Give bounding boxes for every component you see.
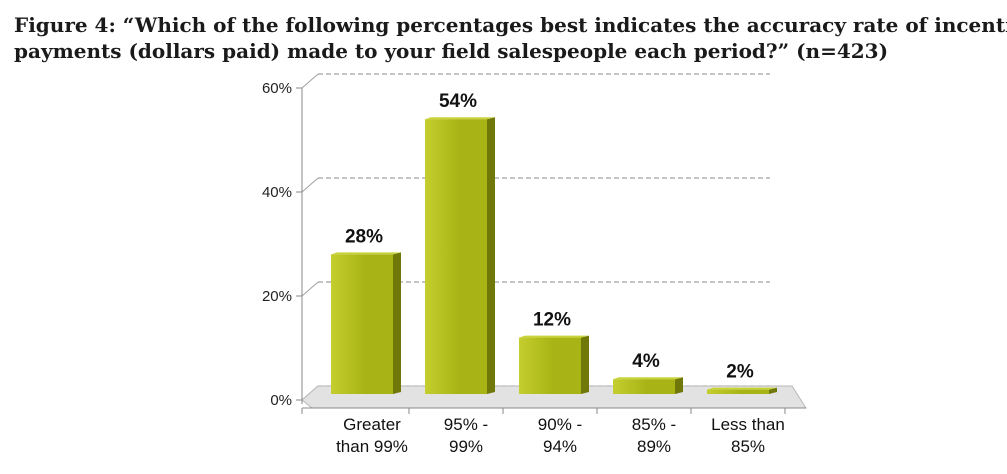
- data-label: 4%: [632, 351, 660, 372]
- bar-side: [393, 252, 401, 394]
- data-label: 54%: [439, 91, 477, 112]
- data-label: 2%: [726, 362, 754, 383]
- bar-side: [675, 377, 683, 394]
- bar-top: [707, 387, 777, 390]
- bar: [613, 379, 675, 394]
- x-tick-label: Greater: [343, 415, 401, 434]
- y-tick-label: 40%: [262, 184, 292, 201]
- figure-title-line-2: payments (dollars paid) made to your fie…: [14, 39, 889, 63]
- bar-top: [613, 377, 683, 380]
- bar: [519, 337, 581, 394]
- data-label: 28%: [345, 226, 383, 247]
- bar-side: [487, 117, 495, 394]
- x-tick-label: 85% -: [632, 415, 676, 434]
- y-tick-label: 20%: [262, 288, 292, 305]
- figure-title-line-1: Figure 4: “Which of the following percen…: [14, 13, 1007, 37]
- x-tick-label: 95% -: [444, 415, 488, 434]
- x-tick-label: than 99%: [336, 437, 408, 456]
- x-tick-label: 90% -: [538, 415, 582, 434]
- y-tick-label: 60%: [262, 80, 292, 97]
- gridline-diagonal: [301, 177, 319, 193]
- bar-top: [331, 252, 401, 255]
- bar-side: [769, 387, 777, 394]
- label-layer: 28% Greater than 99% 54% 95% - 99% 12% 90% - 94%…: [336, 91, 785, 456]
- figure-title: Figure 4: “Which of the following percen…: [14, 12, 1007, 64]
- x-tick-label: 94%: [543, 437, 577, 456]
- data-label: 12%: [533, 310, 571, 331]
- x-tick-label: 99%: [449, 437, 483, 456]
- x-tick-label: 85%: [731, 437, 765, 456]
- bar: [425, 119, 487, 394]
- y-tick-label: 0%: [270, 392, 292, 409]
- x-tick-label: Less than: [711, 415, 785, 434]
- bar-top: [425, 117, 495, 120]
- x-tick-label: 89%: [637, 437, 671, 456]
- gridline-diagonal: [301, 281, 319, 297]
- bar: [331, 254, 393, 394]
- bar-layer: [331, 117, 777, 394]
- gridline-diagonal: [301, 73, 319, 89]
- bar: [707, 389, 769, 394]
- bar-top: [519, 335, 589, 338]
- bar-side: [581, 335, 589, 394]
